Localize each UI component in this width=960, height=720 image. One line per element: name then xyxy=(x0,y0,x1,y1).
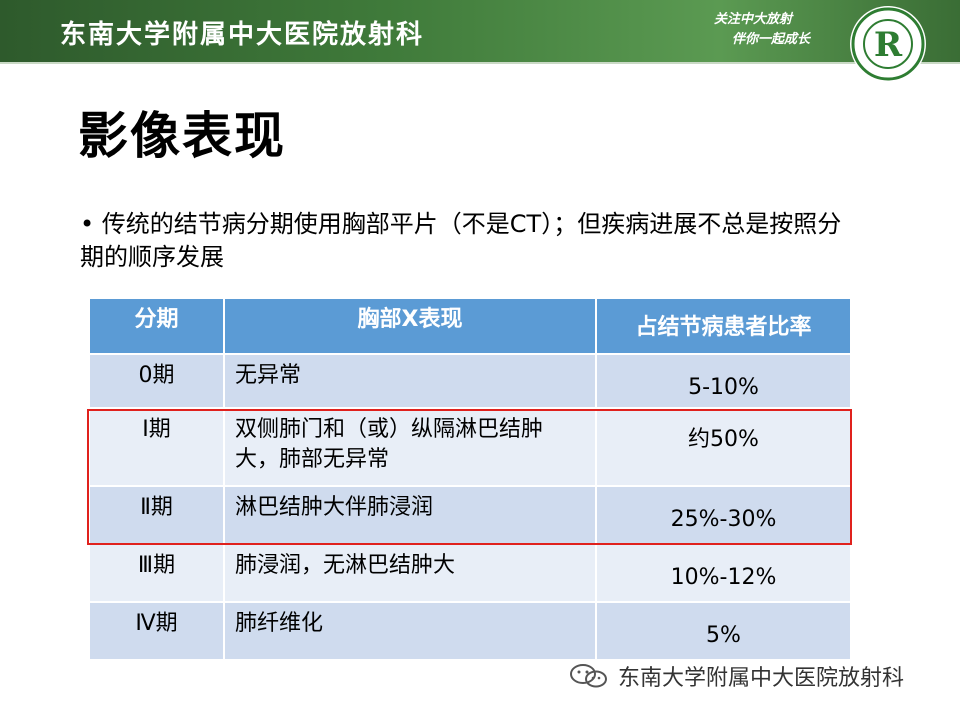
table-row: Ⅳ期 肺纤维化 5% xyxy=(88,601,852,661)
header-stage: 分期 xyxy=(88,297,225,355)
slide-title: 影像表现 xyxy=(78,107,286,165)
table-row: 0期 无异常 5-10% xyxy=(88,353,852,409)
table-row: Ⅰ期 双侧肺门和（或）纵隔淋巴结肿大，肺部无异常 约50% xyxy=(88,407,852,487)
cell-rate: 5% xyxy=(595,601,852,661)
header-divider xyxy=(0,62,960,64)
cell-stage: Ⅰ期 xyxy=(88,407,225,487)
highlight-box xyxy=(87,409,852,545)
cell-finding: 肺浸润，无淋巴结肿大 xyxy=(223,543,597,603)
header-bar xyxy=(0,0,960,62)
cell-rate: 10%-12% xyxy=(595,543,852,603)
bullet-text: • 传统的结节病分期使用胸部平片（不是CT）；但疾病进展不总是按照分期的顺序发展 xyxy=(80,210,842,271)
cell-rate: 25%-30% xyxy=(595,485,852,545)
table-header-row: 分期 胸部X表现 占结节病患者比率 xyxy=(88,297,852,355)
institution-name: 东南大学附属中大医院放射科 xyxy=(60,20,425,50)
table-row: Ⅲ期 肺浸润，无淋巴结肿大 10%-12% xyxy=(88,543,852,603)
cell-rate: 5-10% xyxy=(595,353,852,409)
cell-finding: 双侧肺门和（或）纵隔淋巴结肿大，肺部无异常 xyxy=(223,407,597,487)
cell-stage: Ⅳ期 xyxy=(88,601,225,661)
wechat-icon xyxy=(570,664,607,688)
slogan-line-2: 伴你一起成长 xyxy=(732,32,811,47)
radiology-logo-icon: R xyxy=(850,6,926,82)
cell-stage: 0期 xyxy=(88,353,225,409)
footer-watermark: 东南大学附属中大医院放射科 xyxy=(566,660,904,692)
slogan: 关注中大放射 伴你一起成长 xyxy=(714,10,810,50)
logo-letter: R xyxy=(874,25,903,65)
footer-text: 东南大学附属中大医院放射科 xyxy=(618,666,905,691)
cell-stage: Ⅲ期 xyxy=(88,543,225,603)
cell-finding: 无异常 xyxy=(223,353,597,409)
cell-finding: 肺纤维化 xyxy=(223,601,597,661)
slogan-line-1: 关注中大放射 xyxy=(714,12,793,27)
header-rate: 占结节病患者比率 xyxy=(595,297,852,355)
header-finding: 胸部X表现 xyxy=(223,297,597,355)
cell-rate: 约50% xyxy=(595,407,852,487)
